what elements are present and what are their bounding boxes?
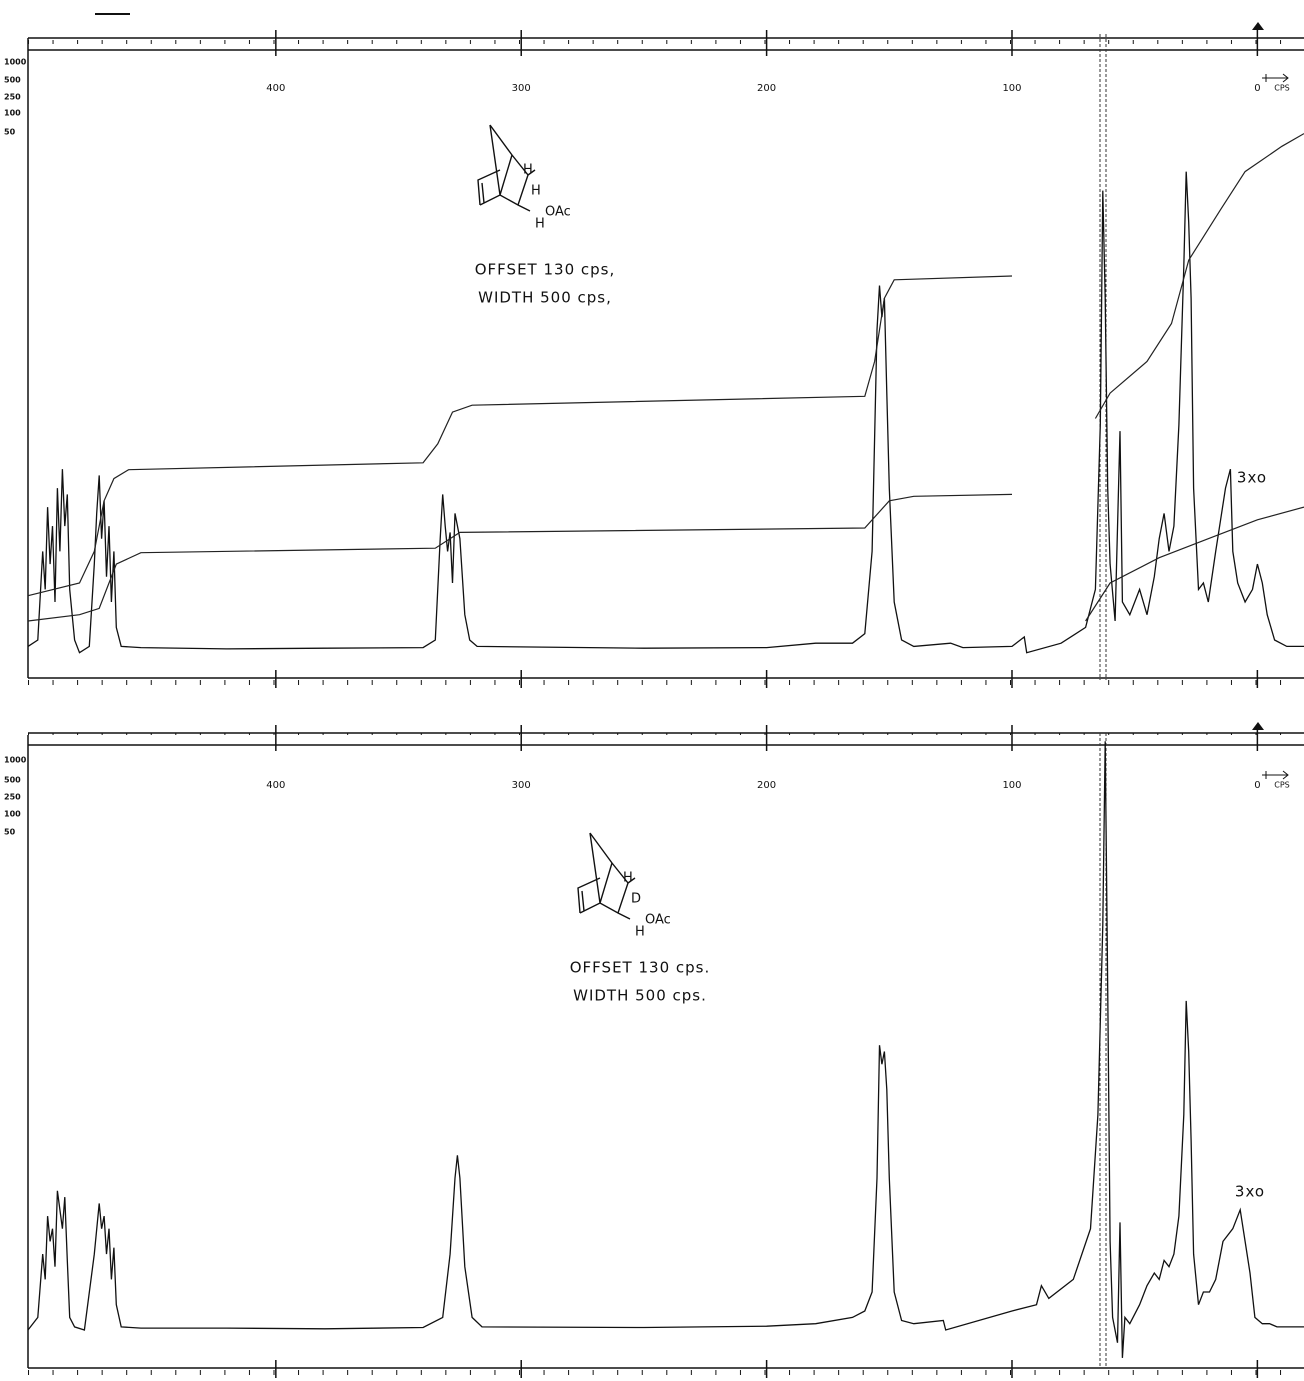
structure-label: D bbox=[631, 892, 641, 907]
structure-label: H bbox=[635, 925, 645, 940]
x-tick-label: 200 bbox=[757, 780, 776, 791]
x-unit: CPS bbox=[1274, 84, 1290, 93]
x-tick-label: 400 bbox=[266, 780, 285, 791]
sensitivity-label: 50 bbox=[4, 128, 16, 137]
spectrum-trace bbox=[27, 741, 1304, 1358]
integral-trace bbox=[27, 493, 1304, 622]
sensitivity-label: 250 bbox=[4, 93, 21, 102]
sensitivity-label: 100 bbox=[4, 109, 21, 118]
x-tick-label: 0 bbox=[1254, 83, 1260, 94]
structure-1 bbox=[477, 124, 536, 212]
sensitivity-label: 250 bbox=[4, 793, 21, 802]
sensitivity-label: 500 bbox=[4, 776, 21, 785]
structure-label: H bbox=[535, 217, 545, 232]
note: OFFSET 130 cps, bbox=[475, 261, 615, 279]
sensitivity-label: 50 bbox=[4, 828, 16, 837]
structure-label: OAc bbox=[645, 913, 671, 928]
x-tick-label: 300 bbox=[512, 83, 531, 94]
sensitivity-label: 500 bbox=[4, 76, 21, 85]
x-tick-label: 0 bbox=[1254, 780, 1260, 791]
note: WIDTH 500 cps. bbox=[573, 987, 707, 1005]
x-tick-label: 200 bbox=[757, 83, 776, 94]
x-tick-label: 300 bbox=[512, 780, 531, 791]
structure-label: OAc bbox=[545, 205, 571, 220]
note: WIDTH 500 cps, bbox=[478, 289, 612, 307]
sensitivity-label: 1000 bbox=[4, 58, 27, 67]
annotation: 3xo bbox=[1235, 1183, 1265, 1201]
sensitivity-label: 1000 bbox=[4, 756, 27, 765]
structure-label: H bbox=[523, 163, 533, 178]
panel-1-frame bbox=[27, 13, 1304, 685]
panel-2-frame bbox=[27, 722, 1304, 1375]
x-tick-label: 100 bbox=[1002, 780, 1021, 791]
note: OFFSET 130 cps. bbox=[570, 959, 710, 977]
structure-label: H bbox=[623, 871, 633, 886]
x-unit: CPS bbox=[1274, 781, 1290, 790]
spectrum-trace bbox=[27, 171, 1304, 654]
annotation: 3xo bbox=[1237, 469, 1267, 487]
structure-2 bbox=[577, 832, 636, 920]
structure-label: H bbox=[531, 184, 541, 199]
sensitivity-label: 100 bbox=[4, 810, 21, 819]
x-tick-label: 400 bbox=[266, 83, 285, 94]
integral-trace bbox=[27, 133, 1304, 597]
x-tick-label: 100 bbox=[1002, 83, 1021, 94]
